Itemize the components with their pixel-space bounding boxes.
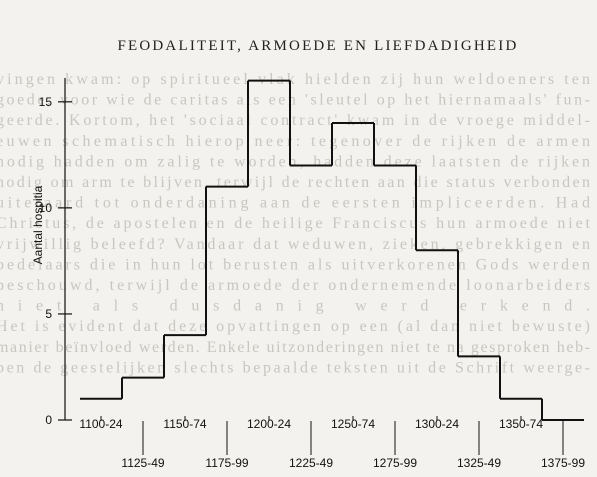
background-line: manier beïnvloed werden. Enkele uitzonde… bbox=[0, 339, 590, 356]
x-tick-label: 1350-74 bbox=[499, 417, 543, 431]
x-tick-label: 1100-24 bbox=[79, 417, 122, 431]
y-tick-label: 10 bbox=[39, 201, 53, 215]
background-line: bedelaars die in hun lot berusten als ui… bbox=[0, 256, 590, 273]
step-risers bbox=[121, 80, 543, 420]
show-through-text: vingen kwam: op spiritueel vlak hielden … bbox=[0, 71, 591, 376]
y-tick-label: 5 bbox=[45, 307, 52, 321]
x-tick-label: 1150-74 bbox=[163, 417, 206, 431]
y-tick-label: 15 bbox=[39, 95, 53, 109]
background-line: uiteraard tot onderdaning aan de eersten… bbox=[0, 195, 590, 212]
background-line: beschouwd, terwijl de armoede der ondern… bbox=[0, 277, 590, 294]
background-line: ben de geestelijken slechts bepaalde tek… bbox=[0, 359, 590, 376]
background-line: vingen kwam: op spiritueel vlak hielden … bbox=[0, 71, 590, 88]
background-line: goede, voor wie de caritas als een 'sleu… bbox=[0, 92, 590, 109]
x-tick-label: 1325-49 bbox=[457, 456, 501, 470]
background-line: Het is evident dat deze opvattingen op e… bbox=[0, 318, 590, 335]
x-tick-label: 1300-24 bbox=[415, 417, 459, 431]
background-line: nodig om arm te blijven, terwijl de rech… bbox=[0, 174, 590, 191]
x-tick-label: 1275-99 bbox=[373, 456, 417, 470]
x-tick-label: 1225-49 bbox=[289, 456, 333, 470]
chart: 0 5 10 15 1100-24 1125-49 1150-74 1175-99 1200-2… bbox=[39, 78, 585, 470]
background-line: Christus, de apostelen en de heilige Fra… bbox=[0, 215, 591, 232]
y-tick-label: 0 bbox=[45, 413, 52, 427]
background-line: geerde. Kortom, het 'sociaal contract' k… bbox=[0, 112, 590, 129]
running-head: FEODALITEIT, ARMOEDE EN LIEFDADIGHEID bbox=[117, 38, 518, 54]
x-tick-label: 1175-99 bbox=[205, 456, 248, 470]
x-tick-label: 1125-49 bbox=[121, 456, 164, 470]
background-line: euwen schematisch hierop neer: tegenover… bbox=[0, 133, 590, 150]
y-axis-label: Aantal hospitia bbox=[31, 185, 45, 264]
background-line: vrijwillig beleefd? Vandaar dat weduwen,… bbox=[0, 236, 590, 253]
x-tick-label: 1250-74 bbox=[331, 417, 375, 431]
x-tick-label: 1200-24 bbox=[247, 417, 291, 431]
x-tick-label: 1375-99 bbox=[541, 456, 585, 470]
background-line: niet als dusdanig werd erkend. bbox=[0, 298, 590, 315]
background-line: nodig hadden om zalig te worden, hadden … bbox=[0, 153, 590, 170]
